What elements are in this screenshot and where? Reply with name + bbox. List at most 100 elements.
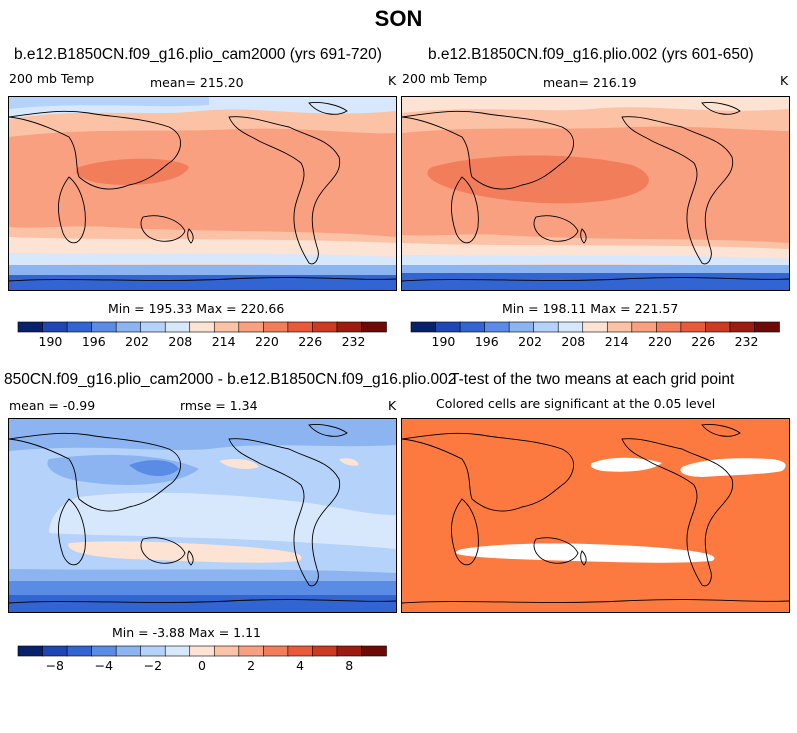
colorbar-tick-label: −8 [46, 658, 64, 673]
colorbar-box [263, 321, 289, 333]
colorbar-box [336, 645, 363, 657]
panel4-insig-patch-1 [590, 457, 662, 472]
colorbar-box [115, 645, 142, 657]
colorbar-tick-label: 2 [247, 658, 255, 673]
colorbar-box [140, 321, 166, 333]
panel2-map [401, 96, 790, 291]
colorbar-box [164, 645, 191, 657]
colorbar-box [336, 321, 363, 333]
colorbar-box [459, 321, 486, 333]
panel2-title: b.e12.B1850CN.f09_g16.plio.002 (yrs 601-… [428, 46, 754, 63]
colorbar-box [238, 645, 265, 657]
panel1-minmax: Min = 195.33 Max = 220.66 [108, 301, 285, 316]
colorbar-box [164, 321, 191, 333]
panel1-antarctic-band [9, 275, 396, 290]
panel2-mean-label: mean= 216.19 [543, 75, 637, 90]
colorbar-tick-label: 208 [168, 334, 192, 349]
colorbar-tick-label: 4 [296, 658, 304, 673]
colorbar-box [91, 645, 117, 657]
colorbar-tick-label: 214 [212, 334, 236, 349]
colorbar-box [17, 645, 44, 657]
panel1-units-label: K [388, 73, 397, 88]
panel3-map [8, 418, 397, 613]
panel3-asia-core [129, 460, 179, 477]
colorbar-tick-label: 190 [432, 334, 456, 349]
colorbar-tick-label: 208 [561, 334, 585, 349]
panel2-south-band-3 [402, 265, 789, 273]
colorbar-box [533, 321, 559, 333]
colorbar-box [705, 321, 731, 333]
colorbar-box [656, 321, 682, 333]
colorbar-box [361, 321, 387, 333]
colorbar-box [140, 645, 166, 657]
colorbar-box [189, 645, 216, 657]
colorbar-box [557, 321, 584, 333]
colorbar-box [238, 321, 265, 333]
panel2-arctic-band [402, 97, 789, 113]
colorbar-box [582, 321, 609, 333]
colorbar-box [115, 321, 142, 333]
colorbar-box [17, 321, 44, 333]
colorbar-box [66, 645, 93, 657]
colorbar-box [263, 645, 289, 657]
colorbar-tick-label: 8 [345, 658, 353, 673]
panel3-title: 850CN.f09_g16.plio_cam2000 - b.e12.B1850… [4, 371, 457, 388]
panel4-insig-patch-2 [680, 458, 786, 477]
colorbar-box [680, 321, 707, 333]
colorbar-tick-label: 220 [255, 334, 279, 349]
panel3-warm-patch-1 [219, 459, 259, 469]
panel2-antarctic-band [402, 273, 789, 290]
colorbar-box [213, 321, 240, 333]
panel3-north-band [9, 419, 396, 451]
colorbar-box [484, 321, 510, 333]
colorbar-box [312, 321, 338, 333]
panel3-coastlines [9, 424, 396, 604]
panel1-coastlines [9, 102, 396, 282]
panel4-insig-band [455, 543, 715, 563]
panel1-south-band-2 [9, 253, 396, 267]
colorbar-box [287, 645, 314, 657]
panel4-significant-field [402, 419, 789, 612]
panel3-units-label: K [388, 398, 397, 413]
colorbar-tick-label: 226 [298, 334, 322, 349]
colorbar-tick-label: −4 [95, 658, 113, 673]
colorbar-box [606, 321, 633, 333]
colorbar-box [410, 321, 437, 333]
panel4-title: T-test of the two means at each grid poi… [450, 371, 735, 388]
panel2-south-band-1 [402, 243, 789, 259]
colorbar-box [66, 321, 93, 333]
colorbar-tick-label: 190 [39, 334, 63, 349]
panel1-title: b.e12.B1850CN.f09_g16.plio_cam2000 (yrs … [14, 46, 382, 63]
panel3-antarctic-band [9, 595, 396, 612]
colorbar-box [213, 645, 240, 657]
colorbar-tick-label: 220 [648, 334, 672, 349]
panel3-rmse-label: rmse = 1.34 [180, 398, 258, 413]
colorbar-tick-label: 226 [691, 334, 715, 349]
colorbar-tick-label: 202 [518, 334, 542, 349]
figure-title: SON [374, 6, 423, 31]
panel1-arctic-core [9, 97, 209, 109]
colorbar-box [631, 321, 658, 333]
panel2-coastlines [402, 102, 789, 282]
colorbar-tick-label: 232 [735, 334, 759, 349]
colorbar-box [435, 321, 461, 333]
panel1-south-band-3 [9, 265, 396, 275]
panel3-minmax: Min = -3.88 Max = 1.11 [112, 625, 262, 640]
panel1-variable-label: 200 mb Temp [9, 71, 95, 86]
colorbar-box [754, 321, 780, 333]
panel4-coastlines [402, 424, 789, 604]
panel1-tropical-band [9, 128, 396, 237]
colorbar-box [312, 645, 338, 657]
panel2-variable-label: 200 mb Temp [402, 71, 488, 86]
panel3-south-band-2 [9, 581, 396, 595]
colorbar-box [729, 321, 756, 333]
colorbar-tick-label: 196 [82, 334, 106, 349]
colorbar-tick-label: −2 [144, 658, 162, 673]
colorbar-tick-label: 202 [125, 334, 149, 349]
panel3-tropical-neutral [49, 492, 396, 549]
colorbar-box [508, 321, 535, 333]
panel2-south-band-2 [402, 255, 789, 267]
panel2-colorbar: 190 196 202 208 214 220 226 232 [410, 321, 780, 350]
panel2-minmax: Min = 198.11 Max = 221.57 [502, 301, 679, 316]
panel1-map [8, 96, 397, 291]
